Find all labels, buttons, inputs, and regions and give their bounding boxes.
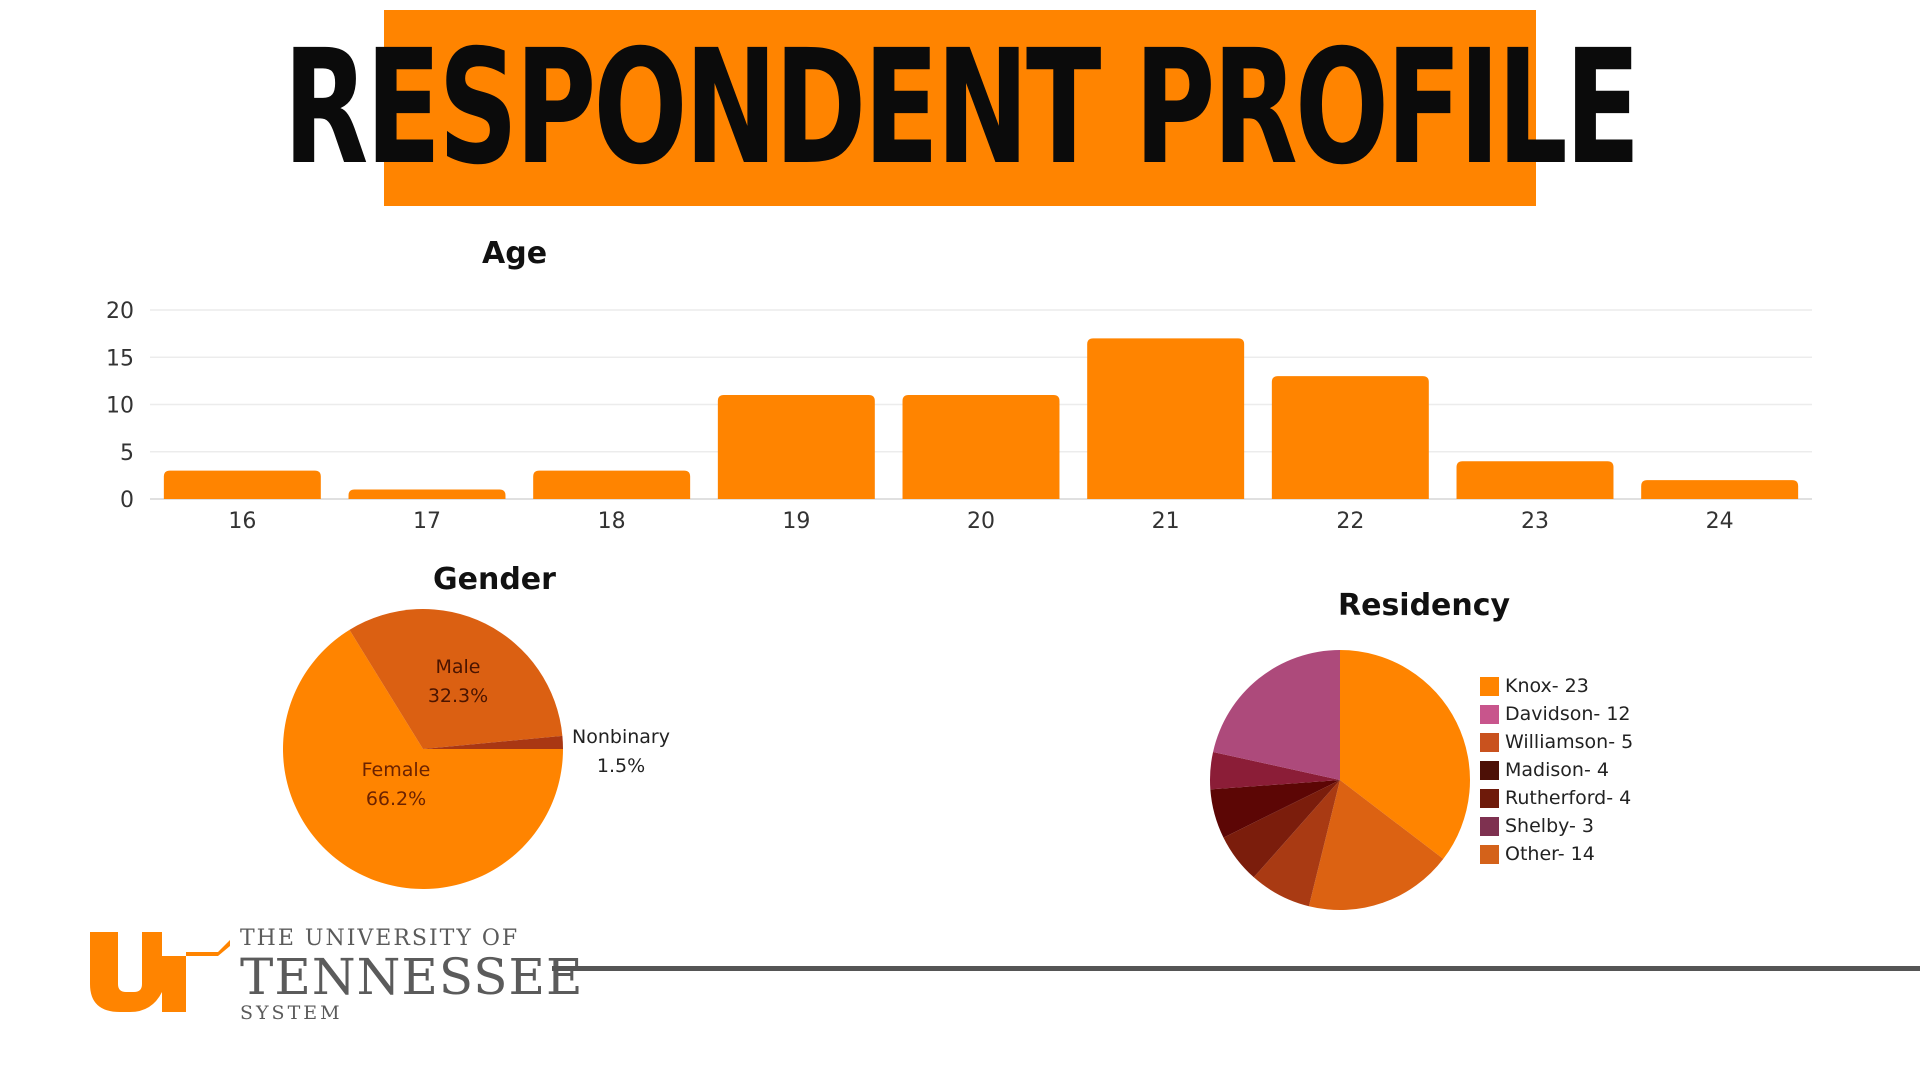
page-title: RESPONDENT PROFILE	[282, 16, 1640, 200]
residency-chart-title: Residency	[1338, 588, 1511, 623]
legend-label: Madison- 4	[1505, 759, 1609, 781]
age-bar	[1087, 338, 1245, 499]
age-bar	[717, 395, 875, 499]
residency-slice	[1253, 780, 1340, 907]
residency-legend: Knox- 23 Davidson- 12 Williamson- 5 Madison…	[1480, 672, 1633, 868]
title-banner: RESPONDENT PROFILE	[283, 10, 1640, 206]
x-tick-label: 23	[1521, 509, 1549, 534]
y-tick-label: 10	[106, 394, 134, 419]
residency-slice	[1308, 780, 1444, 910]
gender-slice-label: Female	[362, 759, 431, 781]
ut-logo-mark	[90, 932, 230, 1012]
gender-slice	[283, 629, 563, 889]
x-tick-label: 21	[1152, 509, 1180, 534]
x-tick-label: 17	[413, 509, 441, 534]
gender-chart-title: Gender	[433, 562, 556, 597]
gender-pie-chart: Female 66.2% Male 32.3% Nonbinary 1.5%	[283, 609, 670, 889]
x-tick-label: 16	[228, 509, 256, 534]
age-bar	[902, 395, 1060, 499]
x-tick-label: 19	[782, 509, 810, 534]
gender-slice-percent: 32.3%	[428, 685, 488, 707]
legend-label: Rutherford- 4	[1505, 787, 1632, 809]
age-bar-chart: 0 5 10 15 20 16 17 18 19 20 21 22 23 24	[106, 299, 1812, 534]
legend-label: Other- 14	[1505, 843, 1595, 865]
x-tick-label: 20	[967, 509, 995, 534]
y-tick-label: 5	[120, 441, 134, 466]
y-tick-label: 0	[120, 488, 134, 513]
gender-slice	[349, 609, 563, 749]
age-bar	[163, 470, 321, 499]
age-bar	[1271, 376, 1429, 499]
legend-swatch	[1480, 760, 1499, 780]
legend-swatch	[1480, 816, 1499, 836]
legend-label: Davidson- 12	[1505, 703, 1631, 725]
residency-slice	[1340, 650, 1470, 859]
ut-logo-wordmark: THE UNIVERSITY OF TENNESSEE SYSTEM	[240, 928, 583, 1023]
logo-line-2: TENNESSEE	[240, 948, 584, 1006]
gender-slice-label: Male	[435, 656, 480, 678]
legend-item: Williamson- 5	[1480, 728, 1633, 756]
legend-item: Rutherford- 4	[1480, 784, 1633, 812]
gender-slice-percent: 66.2%	[366, 788, 426, 810]
x-tick-label: 24	[1706, 509, 1734, 534]
y-tick-label: 15	[106, 346, 134, 371]
legend-swatch	[1480, 732, 1499, 752]
gender-slice	[423, 735, 563, 749]
gender-slice-label: Nonbinary	[572, 726, 670, 748]
residency-pie-chart	[1210, 650, 1470, 910]
age-bar	[533, 470, 691, 499]
legend-item: Davidson- 12	[1480, 700, 1633, 728]
legend-item: Other- 14	[1480, 840, 1633, 868]
residency-slice	[1223, 780, 1340, 878]
legend-item: Madison- 4	[1480, 756, 1633, 784]
legend-swatch	[1480, 704, 1499, 724]
age-bar	[1456, 461, 1614, 499]
residency-slice	[1213, 650, 1340, 780]
footer-divider	[552, 966, 1920, 971]
y-tick-label: 20	[106, 299, 134, 324]
logo-line-1: THE UNIVERSITY OF	[240, 926, 520, 951]
gender-slice-percent: 1.5%	[597, 755, 645, 777]
legend-item: Shelby- 3	[1480, 812, 1633, 840]
legend-label: Knox- 23	[1505, 675, 1589, 697]
age-bar	[1641, 480, 1799, 499]
age-bar	[348, 489, 506, 499]
legend-item: Knox- 23	[1480, 672, 1633, 700]
x-tick-label: 18	[598, 509, 626, 534]
logo-line-3: SYSTEM	[240, 1002, 343, 1024]
legend-swatch	[1480, 844, 1499, 864]
legend-swatch	[1480, 788, 1499, 808]
legend-swatch	[1480, 676, 1499, 696]
x-tick-label: 22	[1336, 509, 1364, 534]
legend-label: Williamson- 5	[1505, 731, 1634, 753]
residency-slice	[1210, 780, 1340, 838]
legend-label: Shelby- 3	[1505, 815, 1595, 837]
residency-slice	[1210, 751, 1340, 790]
age-chart-title: Age	[482, 236, 548, 271]
